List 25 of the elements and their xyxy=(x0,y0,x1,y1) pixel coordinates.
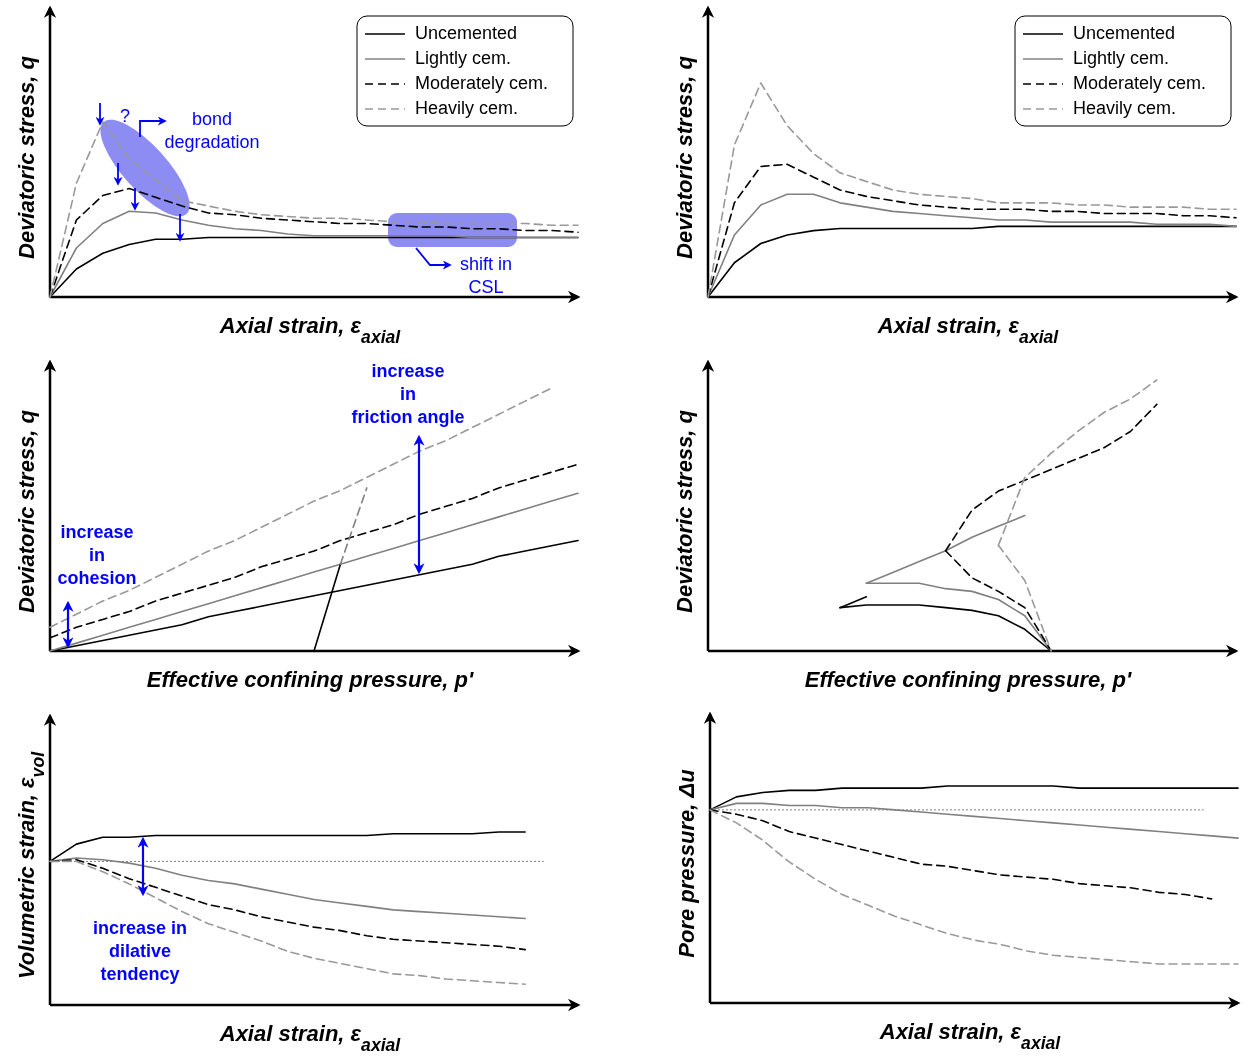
x-axis-title: Effective confining pressure, p' xyxy=(146,667,474,692)
legend-label: Heavily cem. xyxy=(1073,97,1177,118)
annotation: increase in dilative tendency xyxy=(92,917,188,984)
legend-label: Uncemented xyxy=(1073,22,1176,43)
x-axis-title: Effective confining pressure, p' xyxy=(804,667,1132,692)
y-axis-title: Deviatoric stress, q xyxy=(672,55,697,259)
x-axis-title: Axial strain, ε$_{axial}$ xyxy=(878,1019,1062,1053)
legend-label: Lightly cem. xyxy=(415,47,512,68)
y-axis-title: Deviatoric stress, q xyxy=(672,409,697,613)
legend-label: Moderately cem. xyxy=(1073,72,1207,93)
legend-label: Lightly cem. xyxy=(1073,47,1170,68)
legend-label: Moderately cem. xyxy=(415,72,549,93)
annotation: bond degradation xyxy=(164,108,260,152)
x-axis-title: Axial strain, ε$_{axial}$ xyxy=(218,1021,402,1055)
x-axis-title: Axial strain, ε$_{axial}$ xyxy=(876,313,1060,347)
annotation: shift in CSL xyxy=(459,253,513,297)
legend-label: Uncemented xyxy=(415,22,518,43)
annotation: increase in friction angle xyxy=(351,360,465,427)
legend-label: Heavily cem. xyxy=(415,97,519,118)
annotation: increase in cohesion xyxy=(57,521,137,588)
y-axis-title: Pore pressure, Δu xyxy=(674,768,699,958)
y-axis-title: Deviatoric stress, q xyxy=(14,409,39,613)
annotation: ? xyxy=(119,105,131,126)
y-axis-title: Deviatoric stress, q xyxy=(14,55,39,259)
x-axis-title: Axial strain, ε$_{axial}$ xyxy=(218,313,402,347)
